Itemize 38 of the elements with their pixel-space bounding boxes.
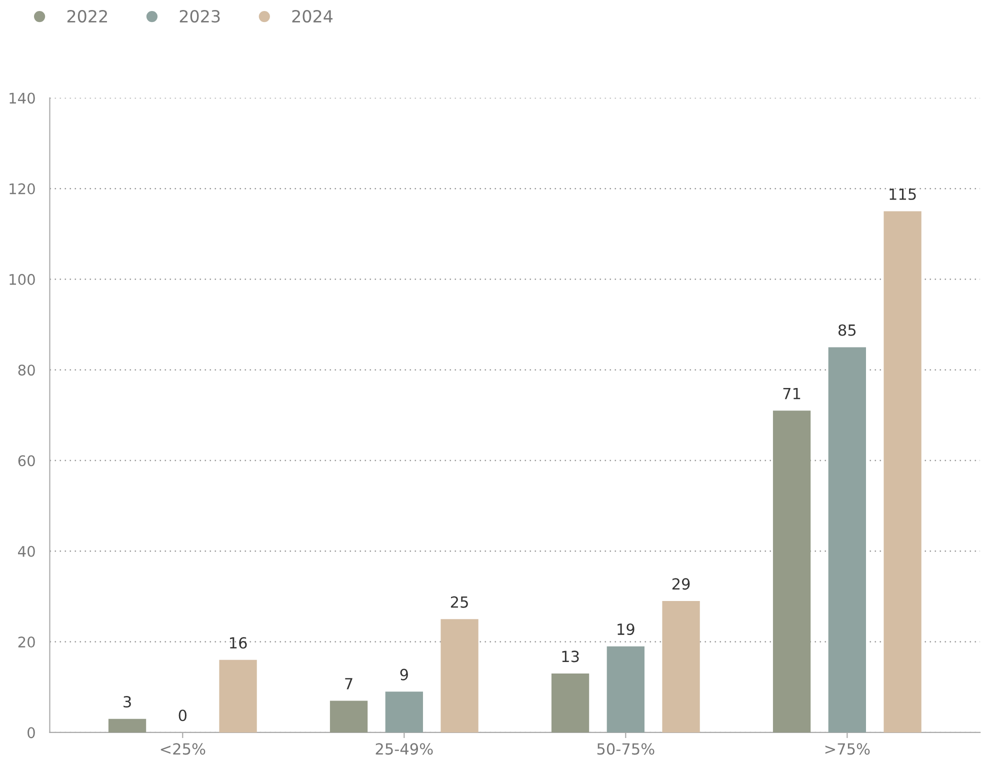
legend-label: 2023 (180, 10, 220, 23)
bar (385, 692, 423, 732)
x-tick-label: 50-75% (597, 743, 654, 755)
data-label: 29 (672, 578, 690, 590)
data-label: 19 (618, 623, 634, 636)
data-label: 7 (345, 678, 352, 690)
bar (108, 718, 146, 732)
y-tick-label: 0 (28, 727, 35, 738)
y-tick-label: 80 (18, 364, 35, 376)
bar (662, 601, 700, 732)
bar (551, 674, 590, 732)
bar (772, 410, 811, 732)
bar (884, 211, 922, 732)
y-tick-label: 140 (10, 92, 35, 104)
legend-label: 2024 (292, 10, 333, 23)
data-label: 13 (562, 650, 579, 662)
bar (219, 660, 257, 732)
data-label: 16 (230, 637, 247, 649)
y-tick-label: 120 (10, 183, 35, 194)
y-tick-label: 40 (18, 546, 35, 557)
y-tick-label: 100 (10, 274, 35, 285)
bar (606, 646, 644, 732)
data-label: 9 (400, 668, 408, 680)
data-label: 0 (178, 710, 186, 722)
data-label: 3 (124, 696, 131, 708)
legend-label: 2022 (67, 10, 107, 23)
x-tick-label: 25-49% (376, 743, 433, 755)
data-label: 71 (783, 388, 800, 400)
y-tick-label: 20 (18, 636, 35, 648)
y-tick-label: 60 (18, 455, 35, 466)
bar (330, 700, 368, 732)
bar (828, 347, 866, 732)
x-tick-label: <25% (160, 743, 206, 755)
x-tick-label: >75% (825, 743, 870, 755)
bar (440, 619, 478, 732)
data-label: 85 (838, 324, 856, 336)
data-label: 115 (890, 188, 916, 200)
data-label: 25 (450, 596, 468, 608)
